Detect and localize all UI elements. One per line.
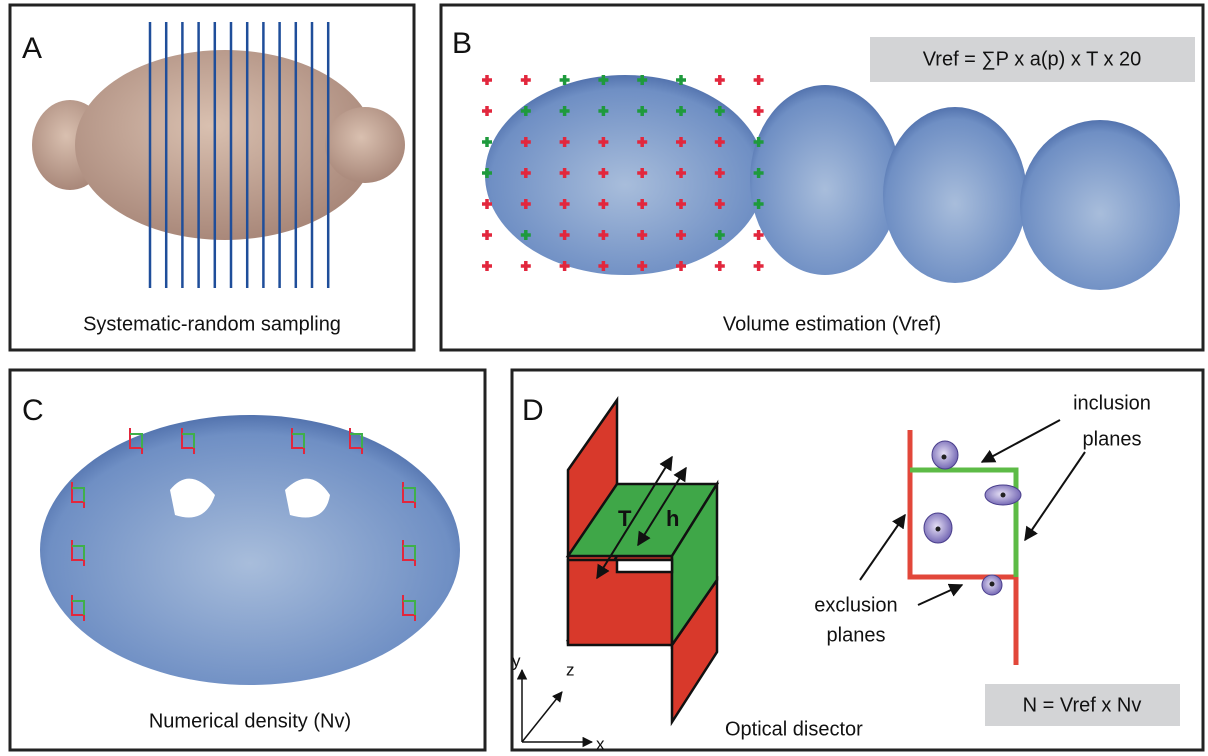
grid-point bbox=[754, 75, 764, 85]
grid-point bbox=[715, 261, 725, 271]
cells bbox=[924, 441, 1021, 595]
brain-section bbox=[750, 85, 900, 275]
grid-point bbox=[482, 261, 492, 271]
counting-frame bbox=[910, 430, 1016, 665]
grid-point bbox=[482, 137, 492, 147]
axis-label: y bbox=[512, 651, 521, 670]
formula: Vref = ∑P x a(p) x T x 20 bbox=[923, 48, 1142, 70]
figure: A Systematic-random sampling B Vref = ∑P… bbox=[0, 0, 1208, 756]
box-label: h bbox=[666, 506, 679, 531]
grid-point bbox=[482, 106, 492, 116]
brain-section bbox=[883, 107, 1027, 283]
grid-point bbox=[482, 230, 492, 240]
annotation: planes bbox=[827, 624, 886, 646]
annotation: inclusion bbox=[1073, 392, 1151, 414]
axes bbox=[522, 670, 592, 742]
panel-label: A bbox=[22, 32, 42, 65]
grid-point bbox=[715, 75, 725, 85]
caption: Numerical density (Nv) bbox=[149, 710, 351, 732]
panel-label: B bbox=[452, 27, 472, 60]
grid-point bbox=[754, 261, 764, 271]
panel-d: D T h y z x Optical disector bbox=[512, 370, 1203, 753]
grid-point bbox=[521, 75, 531, 85]
brain-section bbox=[1020, 120, 1180, 290]
axis-label: z bbox=[566, 660, 575, 679]
panel-b: B Vref = ∑P x a(p) x T x 20 Volume estim… bbox=[441, 5, 1203, 350]
panel-c: C Numerical density (Nv) bbox=[10, 370, 485, 750]
annotation: planes bbox=[1083, 428, 1142, 450]
caption: Volume estimation (Vref) bbox=[723, 313, 941, 335]
box-label: T bbox=[618, 506, 632, 531]
panel-a: A Systematic-random sampling bbox=[10, 5, 414, 350]
panel-label: D bbox=[522, 394, 544, 427]
panel-label: C bbox=[22, 394, 44, 427]
caption: Optical disector bbox=[725, 718, 863, 740]
grid-point bbox=[560, 75, 570, 85]
annotation: exclusion bbox=[814, 594, 897, 616]
formula: N = Vref x Nv bbox=[1023, 694, 1142, 716]
grid-point bbox=[521, 261, 531, 271]
caption: Systematic-random sampling bbox=[83, 313, 341, 335]
grid-point bbox=[754, 106, 764, 116]
cerebellum bbox=[325, 107, 405, 183]
disector-box bbox=[568, 400, 717, 722]
grid-point bbox=[482, 75, 492, 85]
axis-label: x bbox=[596, 734, 605, 753]
brain-section bbox=[40, 415, 460, 685]
